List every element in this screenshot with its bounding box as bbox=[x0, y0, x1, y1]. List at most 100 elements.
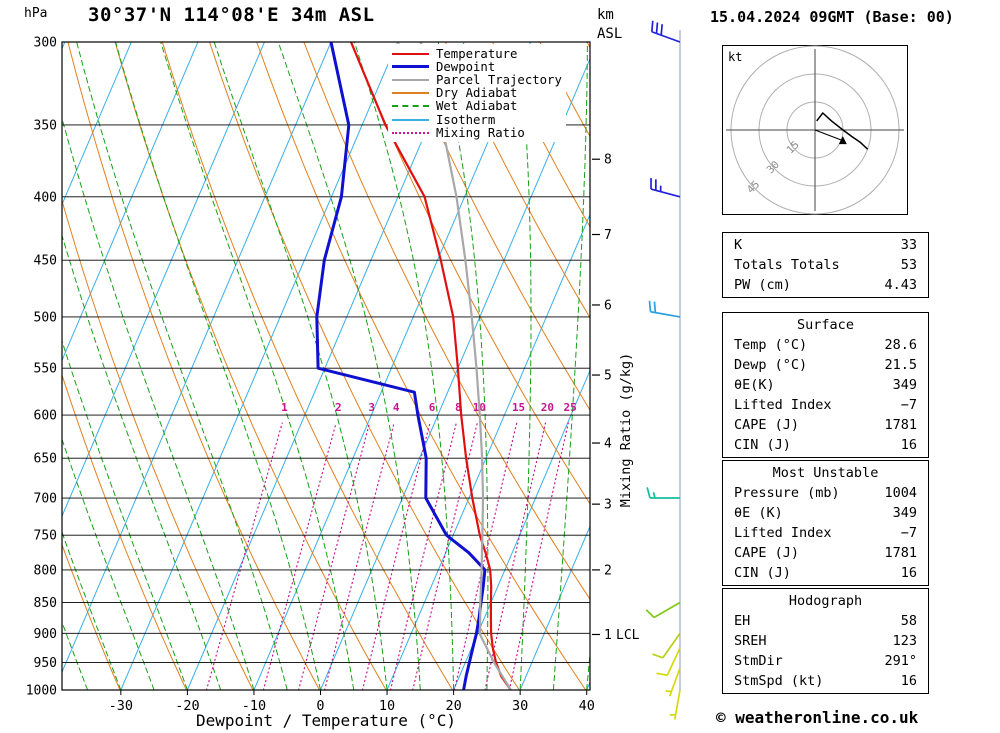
table-row-label: θE (K) bbox=[734, 505, 783, 521]
pressure-tick-label: 400 bbox=[34, 190, 57, 205]
table-row-value: −7 bbox=[900, 525, 917, 541]
dry-adiabat-line bbox=[586, 42, 590, 49]
table-row-label: CIN (J) bbox=[734, 437, 791, 453]
temperature-tick-label: 40 bbox=[579, 698, 595, 714]
temperature-tick-label: -10 bbox=[242, 698, 266, 714]
legend-line-sample bbox=[392, 65, 429, 69]
legend-item: Dewpoint bbox=[392, 59, 562, 74]
table-row: Totals Totals 53 bbox=[723, 255, 928, 275]
pressure-tick-label: 850 bbox=[34, 596, 57, 611]
table-row-value: 1781 bbox=[884, 417, 917, 433]
mixing-ratio-value: 3 bbox=[368, 401, 375, 414]
wet-adiabat-line bbox=[62, 116, 255, 690]
table-row: SREH 123 bbox=[723, 631, 928, 651]
table-row: StmSpd (kt) 16 bbox=[723, 671, 928, 691]
mixing-ratio-line bbox=[484, 422, 547, 690]
table-row-value: 16 bbox=[900, 565, 917, 581]
table-title: Hodograph bbox=[788, 593, 863, 609]
wet-adiabat-line bbox=[552, 42, 588, 690]
table-row-label: Totals Totals bbox=[734, 257, 840, 273]
km-axis: 8 7 6 5 4 3 2 1 LCL bbox=[592, 153, 640, 643]
parcel-curve bbox=[419, 42, 512, 690]
km-tick-label: 2 bbox=[604, 563, 612, 578]
table-row: Pressure (mb) 1004 bbox=[723, 483, 928, 503]
isotherm-line bbox=[120, 42, 399, 690]
mixing-ratio-value: 15 bbox=[512, 401, 525, 414]
table-row-label: PW (cm) bbox=[734, 277, 791, 293]
storm-motion-line bbox=[814, 129, 843, 142]
temperature-axis-label: Dewpoint / Temperature (°C) bbox=[195, 711, 457, 730]
pressure-tick-label: 800 bbox=[34, 563, 57, 578]
chart-legend: Temperature Dewpoint Parcel Trajectory Dry … bbox=[388, 44, 566, 143]
table-row-value: 1781 bbox=[884, 545, 917, 561]
mixing-ratio-value: 6 bbox=[429, 401, 436, 414]
legend-label: Temperature bbox=[436, 46, 518, 61]
table-row-value: 28.6 bbox=[884, 337, 917, 353]
dry-adiabat-line bbox=[62, 543, 121, 690]
temperature-axis: -30 -20 -10 0 10 20 30 40 bbox=[109, 690, 595, 714]
wet-adiabat-line bbox=[62, 233, 222, 690]
wind-barb bbox=[665, 667, 681, 697]
pressure-tick-label: 900 bbox=[34, 627, 57, 642]
wind-barb bbox=[650, 178, 681, 198]
lcl-label: LCL bbox=[616, 628, 640, 643]
table-row-label: SREH bbox=[734, 633, 767, 649]
table-row-value: 53 bbox=[900, 257, 917, 273]
wet-adiabat-line bbox=[586, 647, 590, 690]
table-row-label: Dewp (°C) bbox=[734, 357, 808, 373]
isotherm-line bbox=[519, 525, 590, 690]
wet-adiabat-line bbox=[160, 42, 355, 690]
pressure-tick-label: 1000 bbox=[26, 684, 57, 699]
pressure-tick-label: 300 bbox=[34, 36, 57, 51]
mixing-ratio-line bbox=[389, 422, 457, 690]
pressure-tick-label: 550 bbox=[34, 362, 57, 377]
table-row-label: Lifted Index bbox=[734, 525, 832, 541]
table-title: Most Unstable bbox=[772, 465, 879, 481]
wind-barb bbox=[656, 647, 681, 677]
wet-adiabat-line bbox=[213, 42, 388, 690]
wet-adiabat-line bbox=[62, 339, 188, 690]
asl-unit-label: ASL bbox=[597, 26, 623, 42]
table-row-label: StmSpd (kt) bbox=[734, 673, 824, 689]
table-row-value: 21.5 bbox=[884, 357, 917, 373]
legend-item: Isotherm bbox=[392, 112, 562, 127]
wind-barb bbox=[646, 487, 680, 499]
legend-item: Temperature bbox=[392, 46, 562, 61]
table-row-label: Lifted Index bbox=[734, 397, 832, 413]
isotherm-line bbox=[62, 42, 132, 206]
mixing-ratio-value: 20 bbox=[541, 401, 554, 414]
legend-label: Dewpoint bbox=[436, 59, 496, 74]
isotherm-line bbox=[320, 57, 590, 690]
mixing-ratio-value: 8 bbox=[455, 401, 462, 414]
km-tick-label: 5 bbox=[604, 369, 612, 384]
km-tick-label: 8 bbox=[604, 153, 612, 168]
hodograph-table: Hodograph EH 58 SREH 123 StmDir 291° StmSpd (kt… bbox=[722, 588, 929, 694]
table-row-label: K bbox=[734, 237, 743, 253]
mixing-ratio-value: 1 bbox=[281, 401, 288, 414]
legend-label: Isotherm bbox=[436, 112, 496, 127]
table-row-value: 58 bbox=[900, 613, 917, 629]
skewt-background-grid bbox=[62, 42, 710, 690]
table-row-value: 16 bbox=[900, 437, 917, 453]
table-row: CAPE (J) 1781 bbox=[723, 415, 928, 435]
wet-adiabat-line bbox=[437, 42, 489, 690]
km-asl-axis-label: km ASL bbox=[597, 6, 622, 44]
table-row-value: −7 bbox=[900, 397, 917, 413]
dry-adiabat-line bbox=[681, 42, 710, 690]
pressure-tick-label: 650 bbox=[34, 452, 57, 467]
datetime-label: 15.04.2024 09GMT (Base: 00) bbox=[710, 8, 954, 26]
wet-adiabat-line bbox=[518, 42, 532, 690]
temperature-tick-label: 30 bbox=[512, 698, 528, 714]
dry-adiabat-line bbox=[634, 42, 710, 690]
table-row: Lifted Index −7 bbox=[723, 523, 928, 543]
table-row-label: EH bbox=[734, 613, 751, 629]
table-row: Temp (°C) 28.6 bbox=[723, 335, 928, 355]
table-row: Dewp (°C) 21.5 bbox=[723, 355, 928, 375]
legend-line-sample bbox=[392, 92, 429, 95]
pressure-tick-label: 750 bbox=[34, 529, 57, 544]
wind-barb bbox=[648, 300, 681, 318]
legend-label: Mixing Ratio bbox=[436, 125, 525, 140]
table-row-value: 349 bbox=[892, 505, 917, 521]
mixing-ratio-axis-label: Mixing Ratio (g/kg) bbox=[618, 353, 634, 507]
